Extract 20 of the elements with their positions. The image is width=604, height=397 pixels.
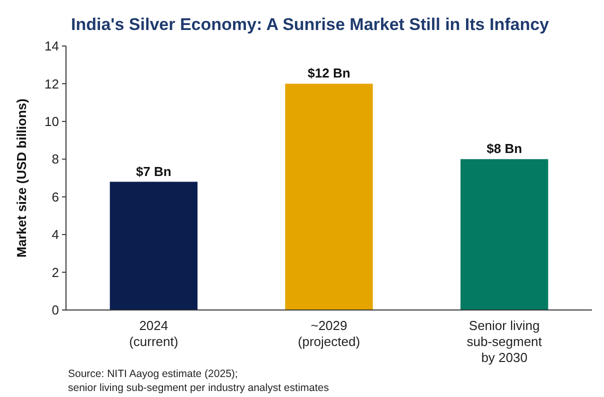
y-tick-label: 14 — [44, 38, 59, 54]
chart-title: India's Silver Economy: A Sunrise Market Still in Its Infancy — [71, 15, 550, 34]
data-label: $7 Bn — [136, 164, 172, 179]
source-note: Source: NITI Aayog estimate (2025); senior living sub-segment per industry analyst estimates — [68, 368, 329, 394]
bar — [460, 159, 548, 310]
y-tick-label: 0 — [52, 302, 59, 318]
y-tick-label: 8 — [52, 152, 59, 167]
y-tick-label: 12 — [44, 76, 59, 92]
x-tick-label: ~2029 (projected) — [298, 318, 360, 349]
y-tick-label: 4 — [52, 227, 59, 242]
bar — [110, 182, 198, 310]
bar — [285, 84, 373, 310]
x-tick-label: 2024 (current) — [129, 318, 178, 349]
y-axis-title: Market size (USD billions) — [14, 98, 29, 258]
x-tick-label: Senior living sub-segment by 2030 — [466, 318, 542, 365]
data-label: $8 Bn — [486, 141, 522, 156]
y-tick-label: 10 — [44, 114, 59, 129]
y-tick-label: 6 — [52, 189, 59, 204]
y-tick-label: 2 — [52, 264, 59, 280]
data-label: $12 Bn — [308, 66, 350, 81]
